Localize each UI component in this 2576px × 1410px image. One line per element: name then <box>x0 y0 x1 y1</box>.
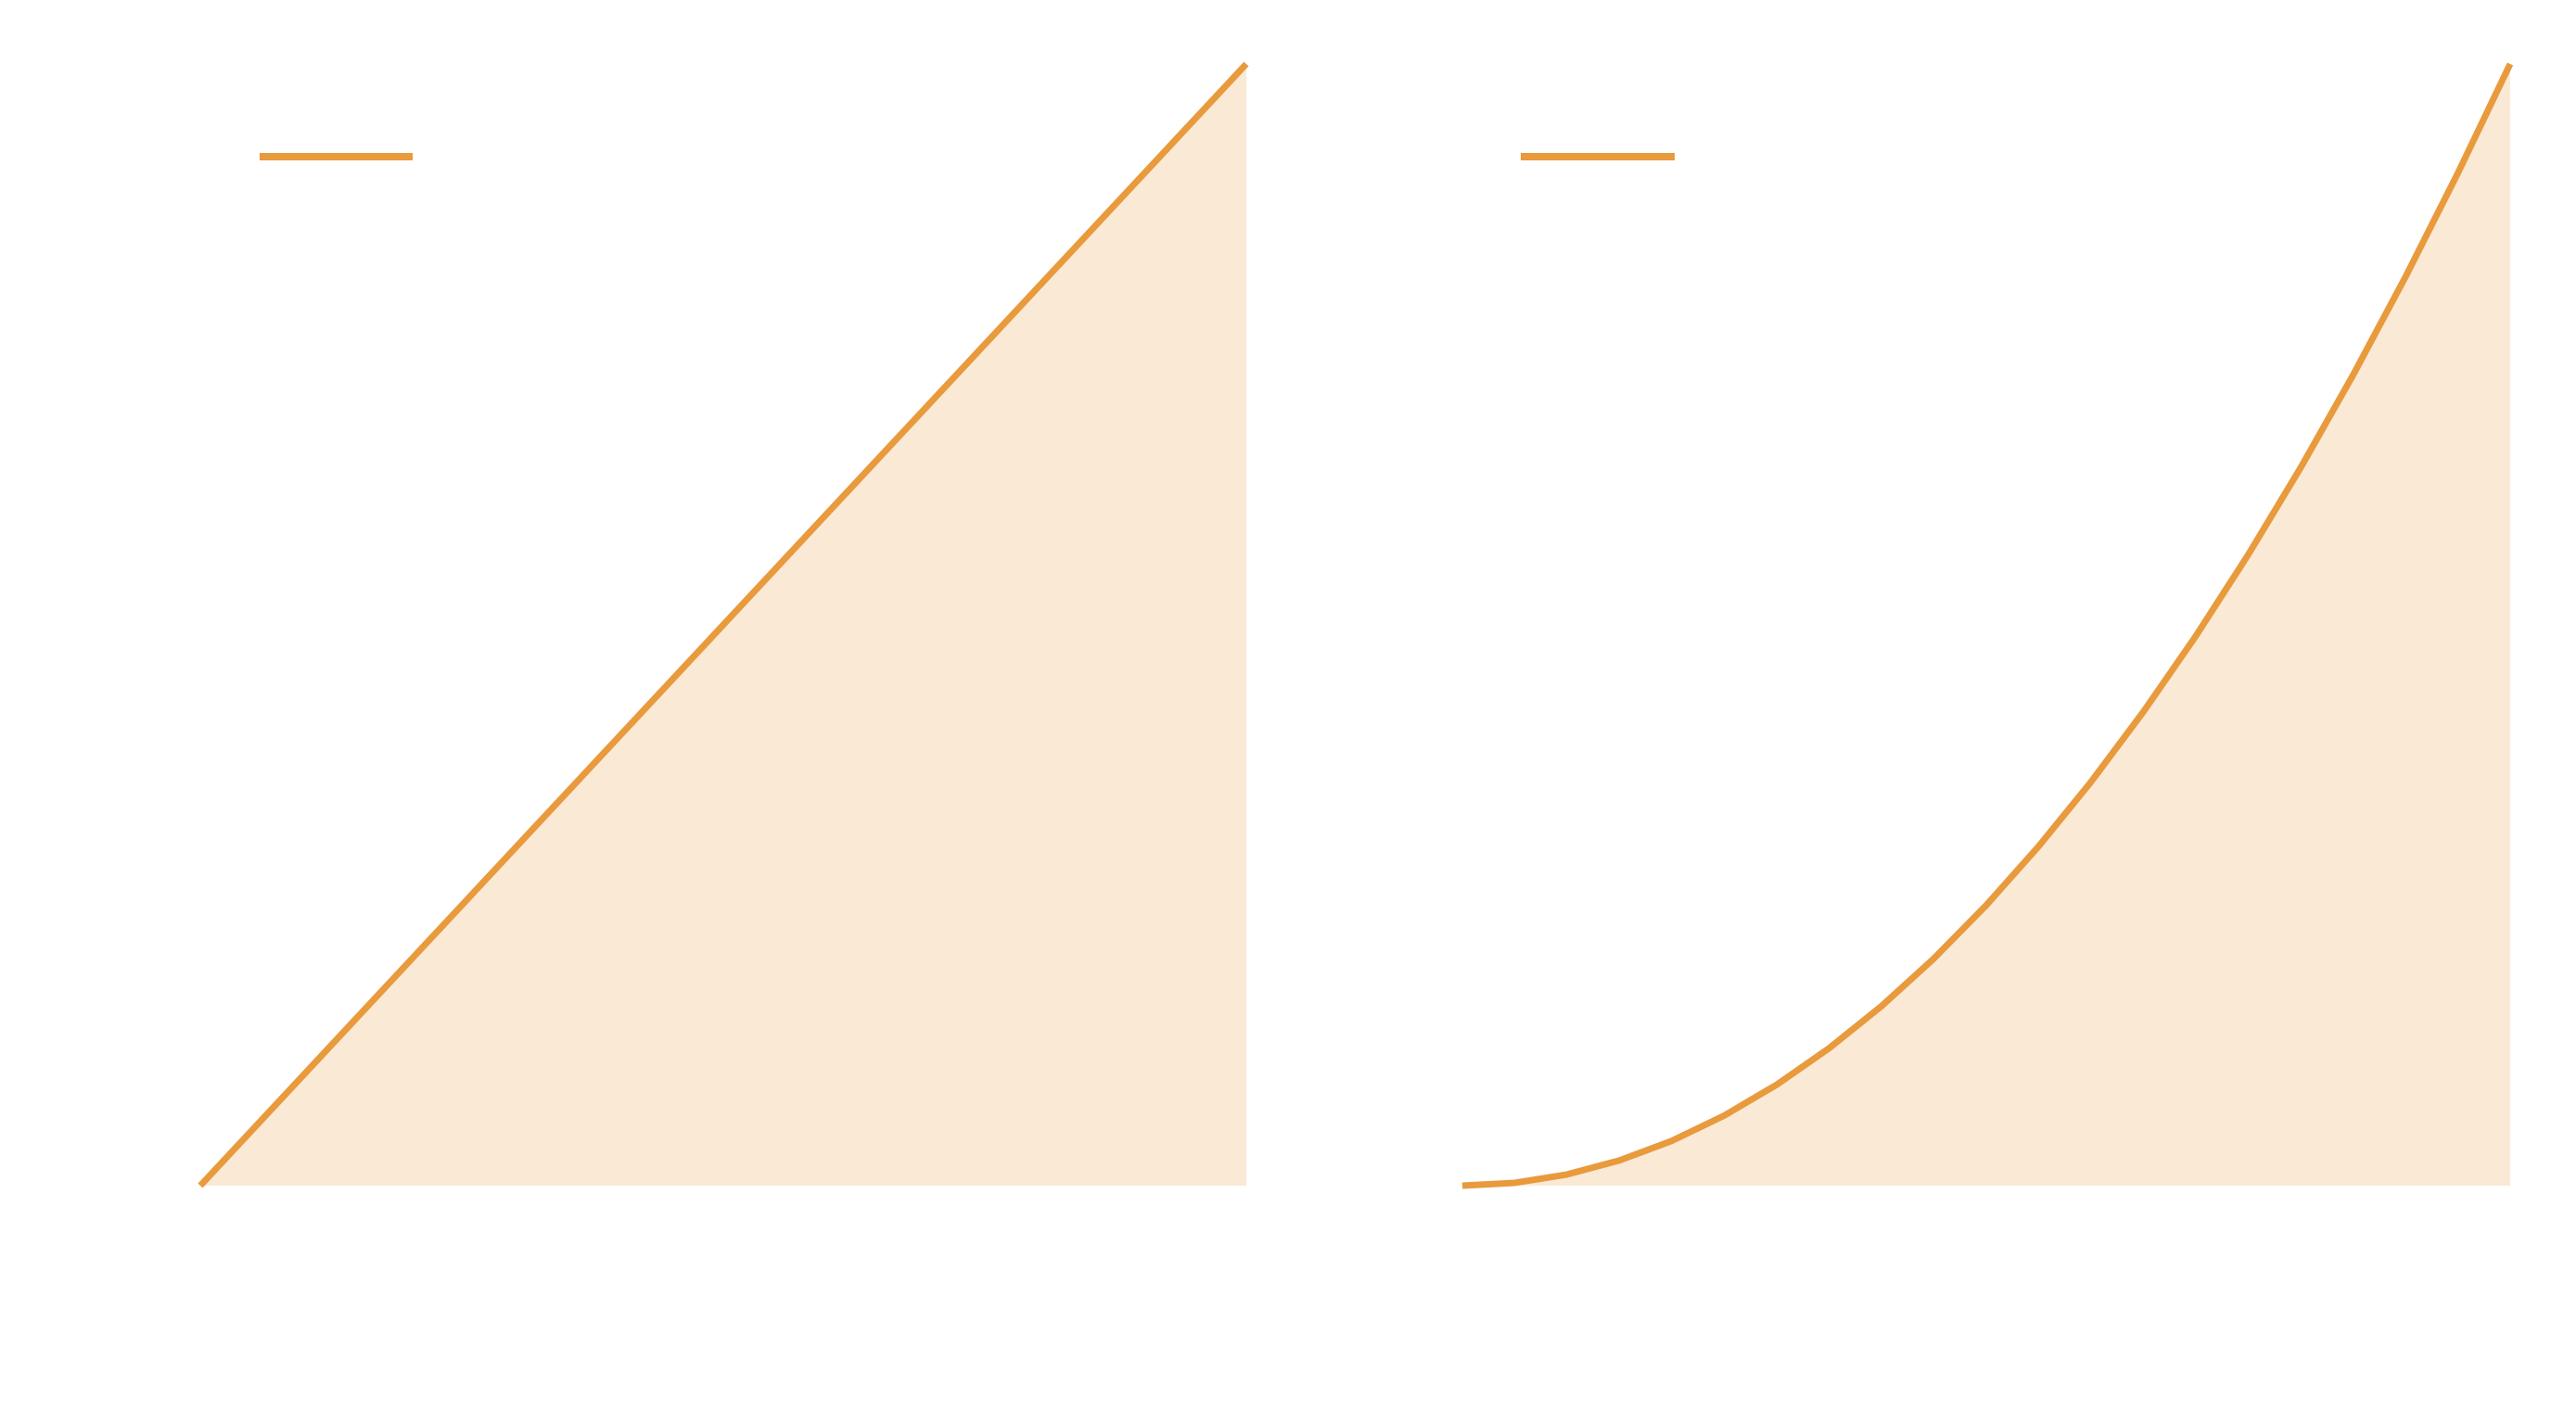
chart-panel-left <box>198 61 1249 1188</box>
chart-panel-right <box>1461 62 2514 1189</box>
series-line <box>1461 62 2514 1189</box>
series-area-fill <box>1462 64 2510 1186</box>
series-line <box>198 61 1249 1188</box>
